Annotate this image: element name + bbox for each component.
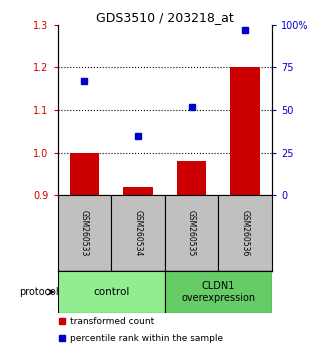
Bar [70, 153, 99, 195]
Text: protocol: protocol [19, 287, 59, 297]
Bar [58, 271, 165, 313]
Bar [123, 187, 153, 195]
Text: GSM260533: GSM260533 [80, 210, 89, 256]
Bar [230, 67, 260, 195]
Text: percentile rank within the sample: percentile rank within the sample [70, 334, 224, 343]
Text: GSM260534: GSM260534 [133, 210, 142, 256]
Text: control: control [93, 287, 129, 297]
Text: transformed count: transformed count [70, 317, 155, 326]
Bar [177, 161, 206, 195]
Bar [58, 195, 111, 271]
Title: GDS3510 / 203218_at: GDS3510 / 203218_at [96, 11, 234, 24]
Bar [165, 271, 272, 313]
Bar [165, 195, 218, 271]
Text: CLDN1
overexpression: CLDN1 overexpression [181, 281, 255, 303]
Bar [111, 195, 165, 271]
Text: GSM260536: GSM260536 [241, 210, 250, 256]
Bar [218, 195, 272, 271]
Text: GSM260535: GSM260535 [187, 210, 196, 256]
